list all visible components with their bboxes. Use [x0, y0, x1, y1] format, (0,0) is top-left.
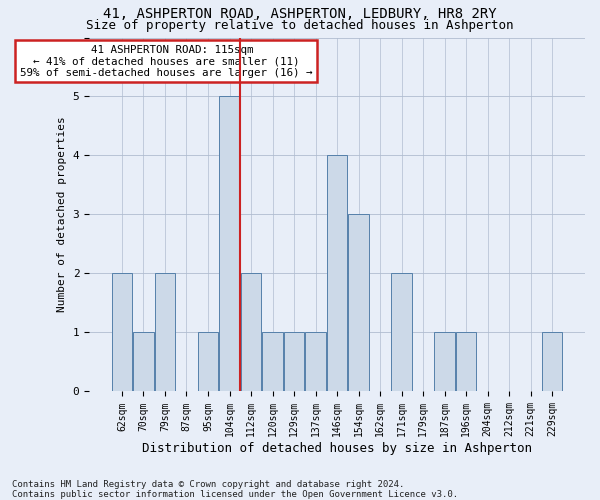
- Bar: [542, 332, 562, 392]
- Y-axis label: Number of detached properties: Number of detached properties: [57, 116, 67, 312]
- Bar: [198, 332, 218, 392]
- Bar: [155, 274, 175, 392]
- Bar: [434, 332, 455, 392]
- Bar: [305, 332, 326, 392]
- Bar: [219, 96, 240, 392]
- Text: 41 ASHPERTON ROAD: 115sqm
← 41% of detached houses are smaller (11)
59% of semi-: 41 ASHPERTON ROAD: 115sqm ← 41% of detac…: [20, 44, 312, 78]
- Bar: [112, 274, 132, 392]
- Bar: [349, 214, 369, 392]
- Bar: [133, 332, 154, 392]
- Bar: [241, 274, 261, 392]
- Text: Contains HM Land Registry data © Crown copyright and database right 2024.
Contai: Contains HM Land Registry data © Crown c…: [12, 480, 458, 499]
- Bar: [262, 332, 283, 392]
- X-axis label: Distribution of detached houses by size in Ashperton: Distribution of detached houses by size …: [142, 442, 532, 455]
- Bar: [284, 332, 304, 392]
- Bar: [391, 274, 412, 392]
- Bar: [327, 156, 347, 392]
- Text: 41, ASHPERTON ROAD, ASHPERTON, LEDBURY, HR8 2RY: 41, ASHPERTON ROAD, ASHPERTON, LEDBURY, …: [103, 8, 497, 22]
- Bar: [456, 332, 476, 392]
- Text: Size of property relative to detached houses in Ashperton: Size of property relative to detached ho…: [86, 18, 514, 32]
